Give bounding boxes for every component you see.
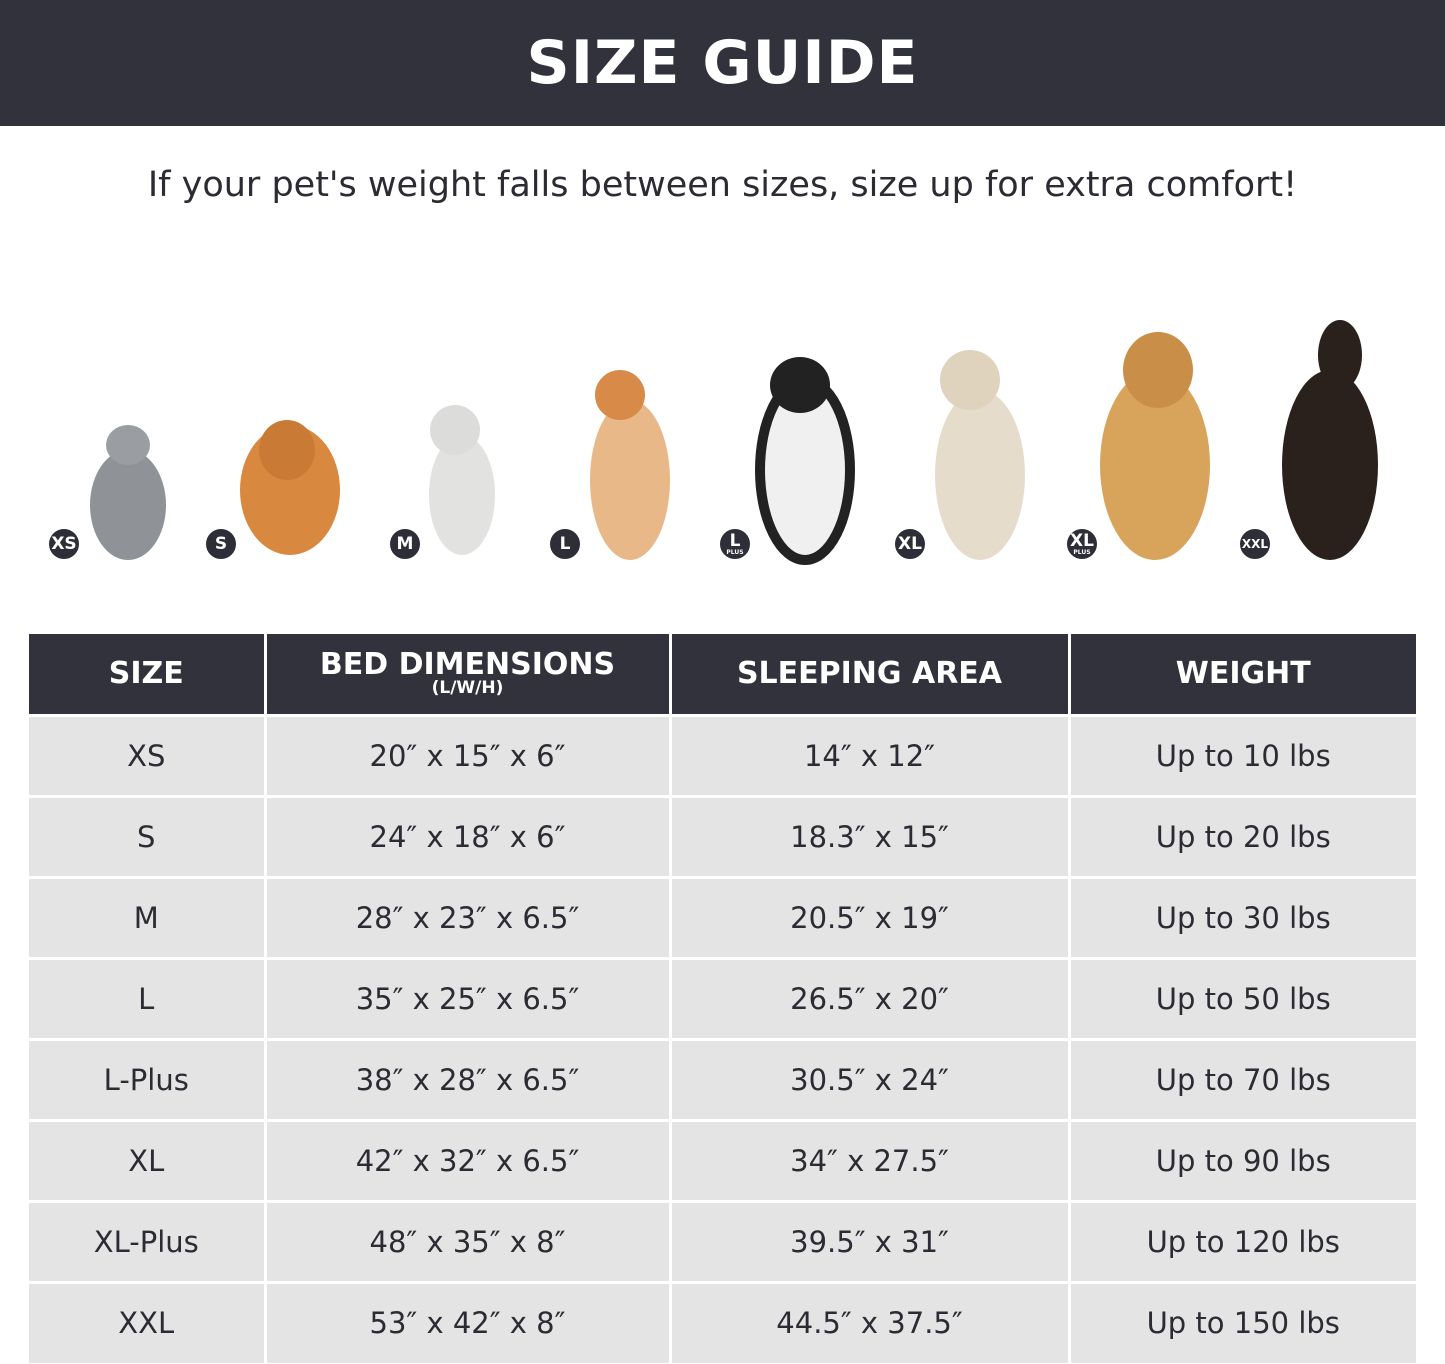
cell-bed-dimensions: 20″ x 15″ x 6″ xyxy=(265,713,672,796)
header-note: (L/W/H) xyxy=(431,678,504,699)
header-weight: WEIGHT xyxy=(1069,634,1416,715)
shiba-image xyxy=(590,370,670,560)
table-row: L 35″ x 25″ x 6.5″ 26.5″ x 20″ Up to 50 lbs xyxy=(29,956,1416,1039)
border-collie-image xyxy=(755,357,855,565)
table-row: S 24″ x 18″ x 6″ 18.3″ x 15″ Up to 20 lbs xyxy=(29,794,1416,877)
pet-images xyxy=(90,320,1378,565)
badge-xl: XL xyxy=(893,527,927,561)
cell-sleeping-area: 30.5″ x 24″ xyxy=(670,1037,1071,1120)
cell-sleeping-area: 14″ x 12″ xyxy=(670,713,1071,796)
cell-size: XXL xyxy=(29,1280,267,1363)
badge-xl-plus: XL PLUS xyxy=(1065,527,1099,561)
pomeranian-image xyxy=(240,420,340,555)
table-row: XS 20″ x 15″ x 6″ 14″ x 12″ Up to 10 lbs xyxy=(29,713,1416,796)
cell-weight: Up to 120 lbs xyxy=(1069,1199,1416,1282)
header-sleeping-area: SLEEPING AREA xyxy=(670,634,1071,715)
cell-bed-dimensions: 42″ x 32″ x 6.5″ xyxy=(265,1118,672,1201)
cell-sleeping-area: 44.5″ x 37.5″ xyxy=(670,1280,1071,1363)
cell-size: XL-Plus xyxy=(29,1199,267,1282)
header-bed-dimensions: BED DIMENSIONS (L/W/H) xyxy=(265,634,672,715)
cell-weight: Up to 20 lbs xyxy=(1069,794,1416,877)
header-size: SIZE xyxy=(29,634,267,715)
cell-bed-dimensions: 35″ x 25″ x 6.5″ xyxy=(265,956,672,1039)
french-bulldog-image xyxy=(429,405,495,555)
cell-weight: Up to 10 lbs xyxy=(1069,713,1416,796)
labrador-image xyxy=(935,350,1025,560)
cat-image xyxy=(90,425,166,560)
table-row: XXL 53″ x 42″ x 8″ 44.5″ x 37.5″ Up to 150 … xyxy=(29,1280,1416,1363)
badge-l-plus: L PLUS xyxy=(718,527,752,561)
cell-weight: Up to 150 lbs xyxy=(1069,1280,1416,1363)
cell-size: L xyxy=(29,956,267,1039)
cell-size: L-Plus xyxy=(29,1037,267,1120)
cell-weight: Up to 70 lbs xyxy=(1069,1037,1416,1120)
golden-retriever-image xyxy=(1100,332,1210,560)
cell-weight: Up to 90 lbs xyxy=(1069,1118,1416,1201)
table-row: L-Plus 38″ x 28″ x 6.5″ 30.5″ x 24″ Up to 7… xyxy=(29,1037,1416,1120)
cell-sleeping-area: 39.5″ x 31″ xyxy=(670,1199,1071,1282)
cell-size: M xyxy=(29,875,267,958)
cell-weight: Up to 50 lbs xyxy=(1069,956,1416,1039)
subtitle: If your pet's weight falls between sizes… xyxy=(147,165,1298,205)
cell-sleeping-area: 18.3″ x 15″ xyxy=(670,794,1071,877)
table-header: SIZE BED DIMENSIONS (L/W/H) SLEEPING AREA… xyxy=(29,634,1416,715)
cell-bed-dimensions: 53″ x 42″ x 8″ xyxy=(265,1280,672,1363)
badge-l: L xyxy=(548,527,582,561)
cell-bed-dimensions: 24″ x 18″ x 6″ xyxy=(265,794,672,877)
badge-xs: XS xyxy=(47,527,81,561)
title-banner: SIZE GUIDE xyxy=(0,0,1445,126)
badge-m: M xyxy=(388,527,422,561)
size-table: SIZE BED DIMENSIONS (L/W/H) SLEEPING AREA… xyxy=(29,634,1416,1363)
cell-sleeping-area: 26.5″ x 20″ xyxy=(670,956,1071,1039)
badge-xxl: XXL xyxy=(1238,527,1272,561)
cell-weight: Up to 30 lbs xyxy=(1069,875,1416,958)
table-row: XL 42″ x 32″ x 6.5″ 34″ x 27.5″ Up to 90 lb… xyxy=(29,1118,1416,1201)
cell-sleeping-area: 20.5″ x 19″ xyxy=(670,875,1071,958)
cell-size: XS xyxy=(29,713,267,796)
table-row: M 28″ x 23″ x 6.5″ 20.5″ x 19″ Up to 30 lbs xyxy=(29,875,1416,958)
table-row: XL-Plus 48″ x 35″ x 8″ 39.5″ x 31″ Up to 12… xyxy=(29,1199,1416,1282)
cell-size: XL xyxy=(29,1118,267,1201)
page-title: SIZE GUIDE xyxy=(526,28,919,98)
doberman-image xyxy=(1282,320,1378,560)
cell-sleeping-area: 34″ x 27.5″ xyxy=(670,1118,1071,1201)
cell-size: S xyxy=(29,794,267,877)
cell-bed-dimensions: 48″ x 35″ x 8″ xyxy=(265,1199,672,1282)
cell-bed-dimensions: 38″ x 28″ x 6.5″ xyxy=(265,1037,672,1120)
badge-s: S xyxy=(204,527,238,561)
cell-bed-dimensions: 28″ x 23″ x 6.5″ xyxy=(265,875,672,958)
